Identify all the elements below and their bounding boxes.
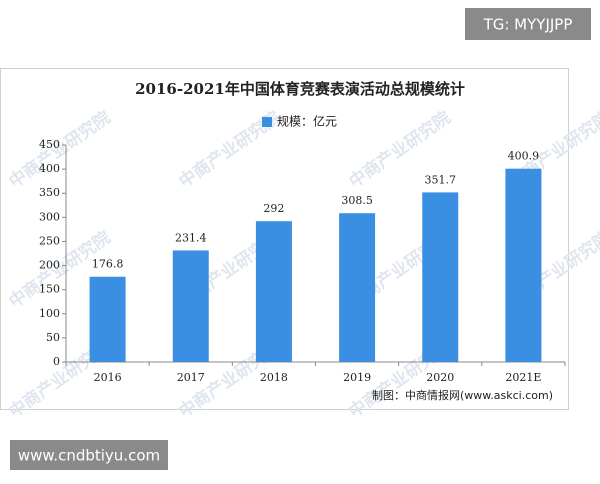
x-tick-label: 2018 [260,371,288,384]
tag-box [465,8,591,40]
value-label: 176.8 [92,258,124,271]
x-tick-label: 2016 [94,371,122,384]
x-tick-label: 2020 [426,371,454,384]
value-label: 231.4 [175,231,207,244]
tag-text: TG: MYYJJPP [483,16,573,34]
y-tick-label: 0 [53,355,60,368]
y-tick-label: 350 [39,186,60,199]
bar [505,168,542,362]
y-tick-label: 50 [46,331,60,344]
bar [339,213,376,362]
site-text: www.cndbtiyu.com [18,447,160,465]
bar [89,276,126,362]
x-tick-label: 2019 [343,371,371,384]
value-label: 308.5 [341,194,373,207]
y-tick-label: 450 [39,138,60,151]
value-label: 351.7 [425,173,457,186]
value-label: 292 [263,202,284,215]
legend-swatch [262,117,272,127]
value-label: 400.9 [508,150,540,163]
x-tick-label: 2021E [505,371,541,384]
chart-title: 2016-2021年中国体育竞赛表演活动总规模统计 [135,80,465,98]
x-tick-label: 2017 [177,371,205,384]
source-note: 制图：中商情报网(www.askci.com) [372,388,553,402]
y-tick-label: 200 [39,259,60,272]
bar [172,250,209,362]
bar [255,221,292,362]
y-tick-label: 150 [39,283,60,296]
y-tick-label: 400 [39,162,60,175]
y-tick-label: 250 [39,234,60,247]
legend-label: 规模：亿元 [277,114,337,129]
site-box [10,440,168,470]
y-tick-label: 100 [39,307,60,320]
y-tick-label: 300 [39,210,60,223]
bar [422,192,459,362]
